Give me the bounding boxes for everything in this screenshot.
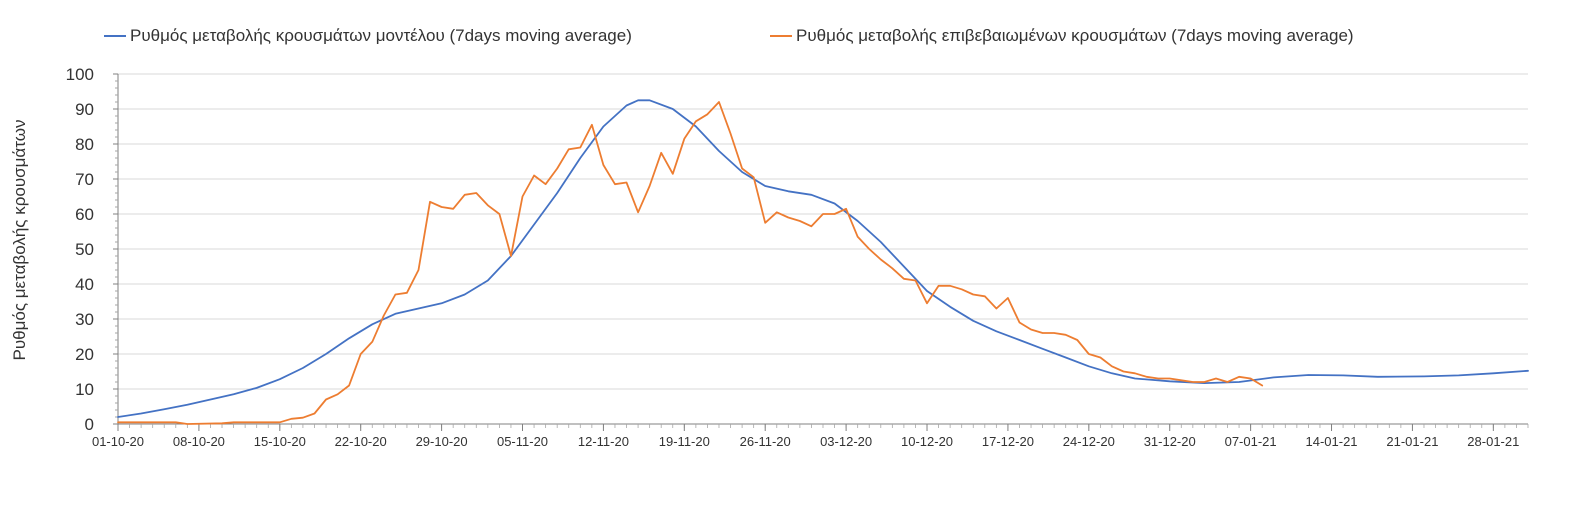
- x-tick-label: 07-01-21: [1225, 434, 1277, 449]
- x-tick-label: 17-12-20: [982, 434, 1034, 449]
- x-tick-label: 26-11-20: [740, 434, 791, 449]
- y-tick-label: 50: [75, 240, 94, 259]
- x-tick-label: 31-12-20: [1144, 434, 1196, 449]
- x-tick-label: 21-01-21: [1386, 434, 1438, 449]
- y-tick-label: 80: [75, 135, 94, 154]
- legend-swatch-confirmed: [770, 35, 792, 37]
- x-tick-label: 24-12-20: [1063, 434, 1115, 449]
- x-tick-label: 28-01-21: [1467, 434, 1519, 449]
- x-tick-label: 01-10-20: [92, 434, 144, 449]
- y-axis-ticks: 0 10 20 30 40 50 60 70 80 90 100: [66, 65, 118, 434]
- y-tick-label: 30: [75, 310, 94, 329]
- y-tick-label: 90: [75, 100, 94, 119]
- y-tick-label: 70: [75, 170, 94, 189]
- series-lines: [117, 99, 1529, 425]
- gridlines: [117, 73, 1528, 425]
- x-tick-label: 03-12-20: [820, 434, 872, 449]
- x-tick-label: 15-10-20: [254, 434, 306, 449]
- y-tick-label: 60: [75, 205, 94, 224]
- legend-swatch-model: [104, 35, 126, 37]
- x-tick-label: 14-01-21: [1306, 434, 1358, 449]
- x-tick-label: 10-12-20: [901, 434, 953, 449]
- x-axis-ticks: 01-10-20 08-10-20 15-10-20 22-10-20 29-10-20…: [92, 424, 1529, 449]
- x-tick-label: 29-10-20: [416, 434, 468, 449]
- x-tick-label: 19-11-20: [659, 434, 710, 449]
- x-tick-label: 05-11-20: [497, 434, 548, 449]
- y-tick-label: 10: [75, 380, 94, 399]
- y-tick-label: 100: [66, 65, 94, 84]
- legend-label-confirmed: Ρυθμός μεταβολής επιβεβαιωμένων κρουσμάτ…: [796, 26, 1354, 45]
- x-tick-label: 08-10-20: [173, 434, 225, 449]
- x-tick-label: 12-11-20: [578, 434, 629, 449]
- series-line-model: [117, 99, 1529, 418]
- x-tick-label: 22-10-20: [335, 434, 387, 449]
- y-tick-label: 0: [85, 415, 94, 434]
- legend-label-model: Ρυθμός μεταβολής κρουσμάτων μοντέλου (7d…: [130, 26, 632, 45]
- legend-item-model: Ρυθμός μεταβολής κρουσμάτων μοντέλου (7d…: [104, 24, 632, 48]
- y-tick-label: 20: [75, 345, 94, 364]
- series-line-confirmed: [117, 101, 1264, 425]
- legend-item-confirmed: Ρυθμός μεταβολής επιβεβαιωμένων κρουσμάτ…: [770, 24, 1354, 48]
- y-tick-label: 40: [75, 275, 94, 294]
